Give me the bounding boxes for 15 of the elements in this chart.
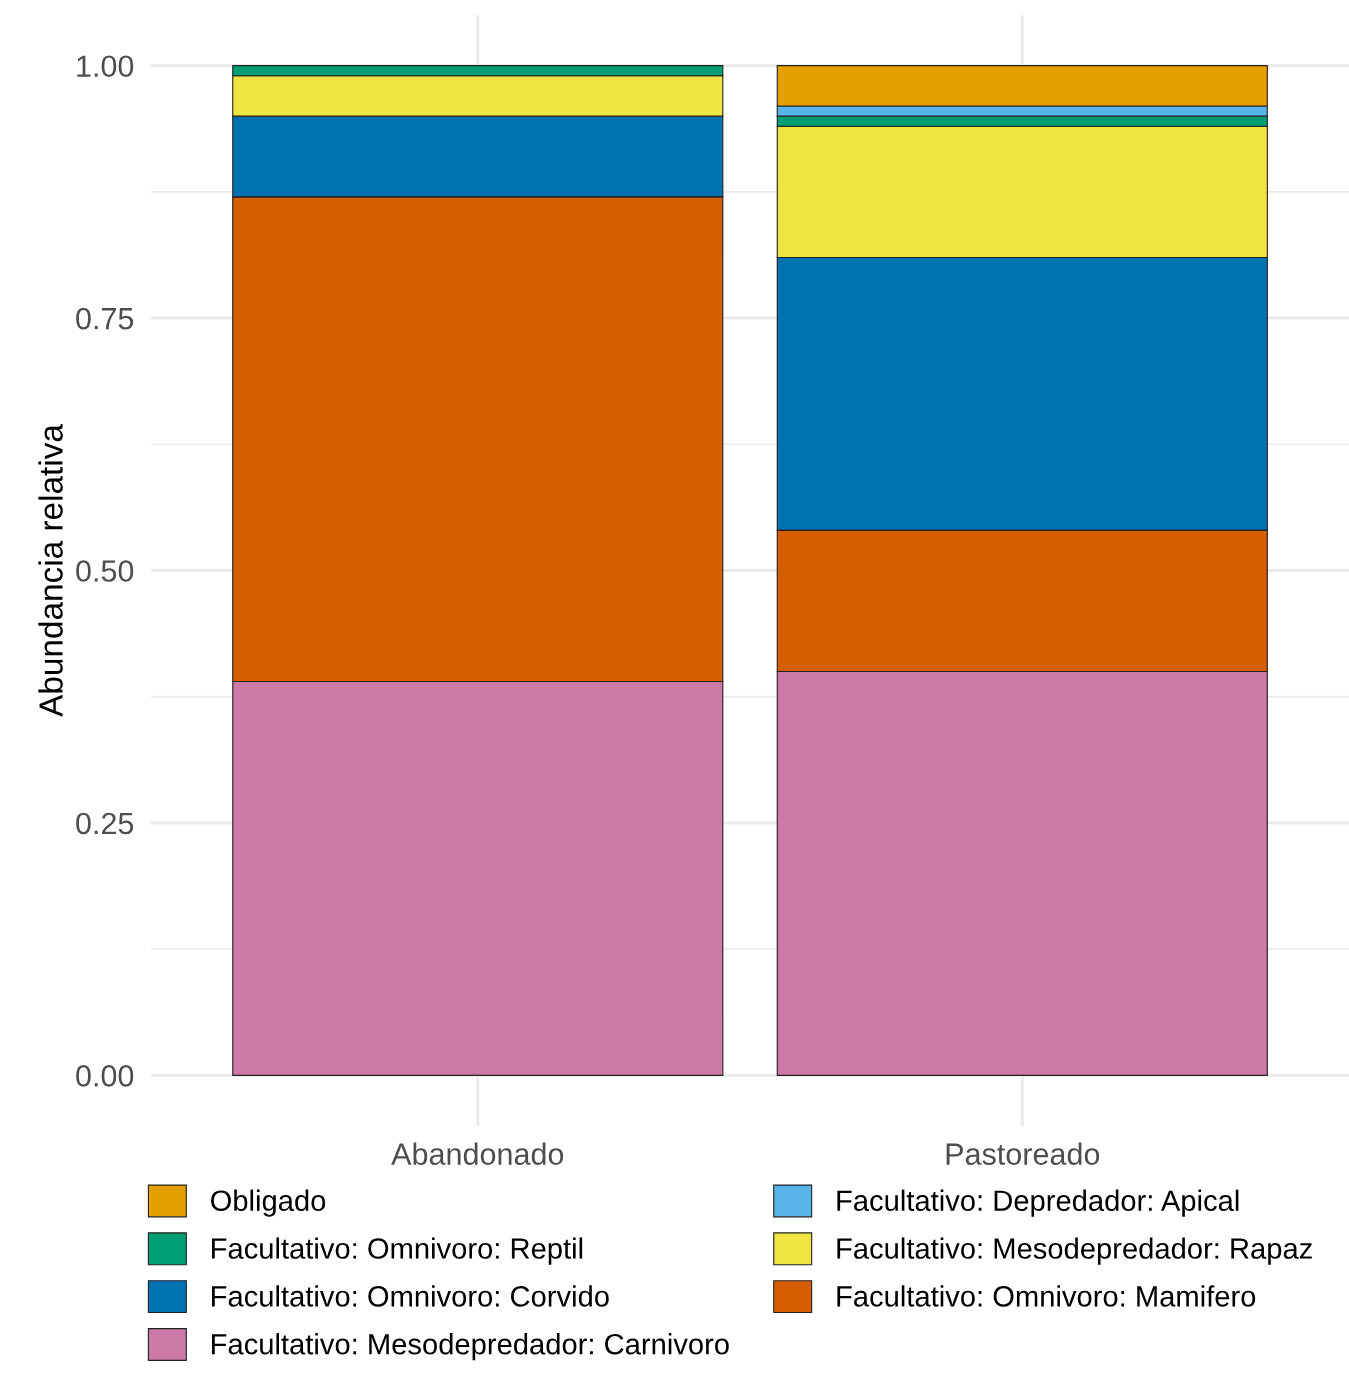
- y-tick-label: 1.00: [77, 55, 134, 78]
- legend-label: Facultativo: Omnivoro: Reptil: [212, 1237, 583, 1265]
- legend-label: Facultativo: Omnivoro: Mamifero: [837, 1285, 1256, 1307]
- legend-label: Facultativo: Omnivoro: Corvido: [212, 1285, 609, 1307]
- legend-label: Facultativo: Mesodepredador: Rapaz: [837, 1237, 1312, 1265]
- legend-label: Facultativo: Mesodepredador: Carnivoro: [212, 1333, 729, 1361]
- x-tick-label: Abandonado: [391, 1142, 564, 1165]
- y-tick-label: 0.75: [76, 307, 134, 330]
- y-tick-label: 0.00: [76, 1065, 134, 1087]
- legend-label: Facultativo: Depredador: Apical: [837, 1189, 1239, 1217]
- y-tick-label: 0.25: [76, 812, 134, 835]
- x-tick-label: Pastoreado: [946, 1142, 1100, 1165]
- legend-label: Obligado: [211, 1189, 326, 1217]
- y-tick-label: 0.50: [76, 560, 134, 582]
- y-axis-title: Abundancia relativa: [38, 424, 63, 717]
